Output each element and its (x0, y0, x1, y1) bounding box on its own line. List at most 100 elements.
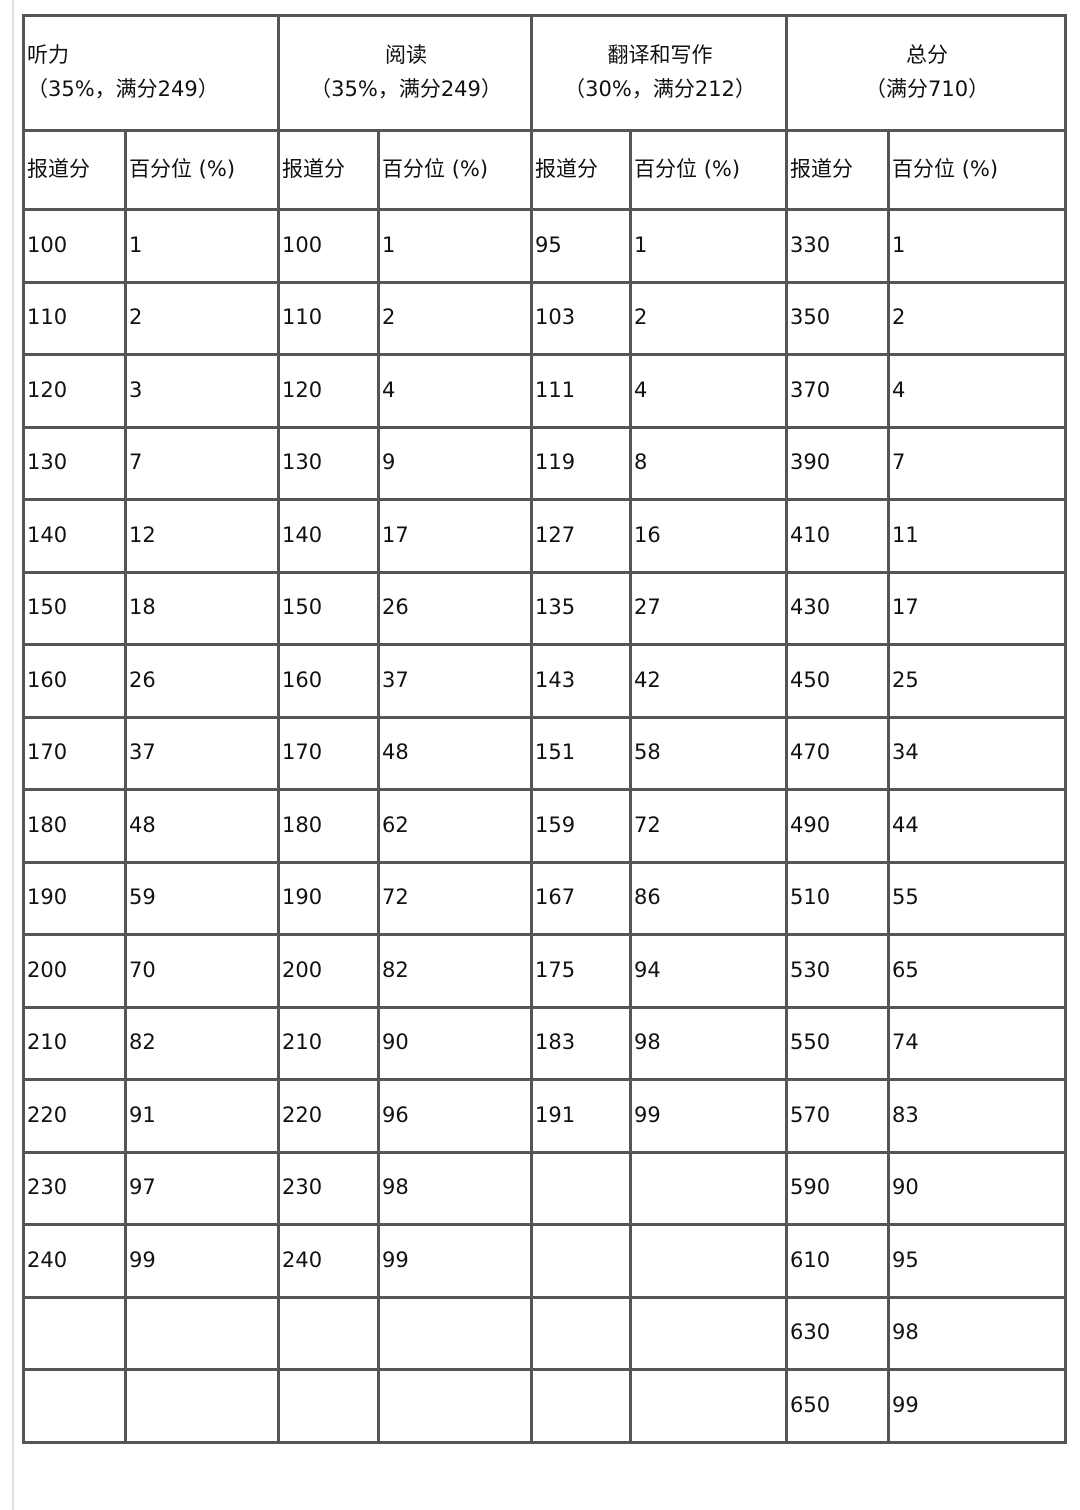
translation-writing-score-cell (530, 1368, 633, 1444)
section-subtitle: （满分710） (865, 77, 990, 101)
listening-score-cell: 130 (22, 425, 127, 501)
total-score-cell: 630 (785, 1295, 891, 1371)
translation-writing-score-cell: 167 (530, 860, 633, 936)
total-score-cell: 470 (785, 715, 891, 791)
translation-writing-percentile-cell: 2 (629, 280, 789, 356)
reading-score-cell (277, 1368, 381, 1444)
translation-writing-score-cell: 191 (530, 1078, 633, 1154)
page-edge-line (12, 0, 14, 1510)
total-percentile-cell: 25 (887, 643, 1068, 719)
reading-percentile-cell: 99 (377, 1223, 534, 1299)
reading-percentile-cell: 26 (377, 570, 534, 646)
section-header-row: 听力 （35%，满分249） 阅读 （35%，满分249） 翻译和写作 （30%，满分21… (21, 14, 1068, 132)
translation-writing-score-cell: 151 (530, 715, 633, 791)
translation-writing-score-cell: 175 (530, 933, 633, 1009)
table-row: 220 91 220 96 191 99 570 83 (22, 1078, 1068, 1154)
reading-score-cell: 140 (277, 498, 381, 574)
listening-percentile-cell: 48 (123, 788, 281, 864)
reading-percentile-cell: 1 (377, 208, 534, 284)
total-score-cell: 410 (785, 498, 891, 574)
percentile-header: 百分位 (%) (377, 129, 534, 211)
total-percentile-cell: 7 (887, 425, 1068, 501)
listening-percentile-cell: 91 (123, 1078, 281, 1154)
listening-score-cell: 190 (22, 860, 127, 936)
table-row: 240 99 240 99 610 95 (22, 1223, 1068, 1299)
listening-percentile-cell: 82 (123, 1005, 281, 1081)
reading-score-cell: 210 (277, 1005, 381, 1081)
total-score-cell: 370 (785, 353, 891, 429)
table-row: 100 1 100 1 95 1 330 1 (22, 208, 1068, 284)
reading-percentile-cell: 62 (377, 788, 534, 864)
listening-percentile-cell (123, 1368, 281, 1444)
translation-writing-percentile-cell: 72 (629, 788, 789, 864)
listening-score-cell: 120 (22, 353, 127, 429)
listening-score-cell: 200 (22, 933, 127, 1009)
listening-score-cell: 140 (22, 498, 127, 574)
total-score-cell: 570 (785, 1078, 891, 1154)
table-row: 160 26 160 37 143 42 450 25 (22, 643, 1068, 719)
reading-percentile-cell: 98 (377, 1150, 534, 1226)
reading-percentile-cell: 96 (377, 1078, 534, 1154)
translation-writing-score-cell: 159 (530, 788, 633, 864)
translation-writing-percentile-cell: 86 (629, 860, 789, 936)
reading-percentile-cell (377, 1368, 534, 1444)
listening-score-cell: 150 (22, 570, 127, 646)
table-row: 190 59 190 72 167 86 510 55 (22, 860, 1068, 936)
total-percentile-cell: 98 (887, 1295, 1068, 1371)
section-title: 翻译和写作 (607, 43, 713, 68)
reading-score-cell: 120 (277, 353, 381, 429)
translation-writing-percentile-cell: 8 (629, 425, 789, 501)
reading-score-cell: 200 (277, 933, 381, 1009)
reading-percentile-cell: 9 (377, 425, 534, 501)
reported-score-header: 报道分 (785, 129, 891, 211)
total-score-cell: 590 (785, 1150, 891, 1226)
section-header-translation-writing: 翻译和写作 （30%，满分212） (530, 14, 789, 132)
listening-score-cell: 240 (22, 1223, 127, 1299)
table-row: 210 82 210 90 183 98 550 74 (22, 1005, 1068, 1081)
listening-score-cell (22, 1295, 127, 1371)
section-header-reading: 阅读 （35%，满分249） (277, 14, 534, 132)
listening-percentile-cell: 1 (123, 208, 281, 284)
translation-writing-score-cell (530, 1223, 633, 1299)
total-percentile-cell: 55 (887, 860, 1068, 936)
translation-writing-percentile-cell (629, 1295, 789, 1371)
translation-writing-score-cell: 95 (530, 208, 633, 284)
reading-score-cell (277, 1295, 381, 1371)
table-row: 120 3 120 4 111 4 370 4 (22, 353, 1068, 429)
table-row: 170 37 170 48 151 58 470 34 (22, 715, 1068, 791)
translation-writing-percentile-cell (629, 1223, 789, 1299)
total-score-cell: 450 (785, 643, 891, 719)
translation-writing-score-cell (530, 1295, 633, 1371)
listening-percentile-cell: 26 (123, 643, 281, 719)
listening-score-cell: 220 (22, 1078, 127, 1154)
reading-score-cell: 130 (277, 425, 381, 501)
translation-writing-score-cell: 119 (530, 425, 633, 501)
total-score-cell: 650 (785, 1368, 891, 1444)
total-score-cell: 350 (785, 280, 891, 356)
translation-writing-percentile-cell: 16 (629, 498, 789, 574)
listening-percentile-cell: 7 (123, 425, 281, 501)
table-row: 140 12 140 17 127 16 410 11 (22, 498, 1068, 574)
listening-percentile-cell: 2 (123, 280, 281, 356)
reading-score-cell: 170 (277, 715, 381, 791)
percentile-header: 百分位 (%) (629, 129, 789, 211)
reading-score-cell: 100 (277, 208, 381, 284)
translation-writing-percentile-cell: 1 (629, 208, 789, 284)
section-subtitle: （30%，满分212） (564, 77, 756, 101)
listening-percentile-cell: 70 (123, 933, 281, 1009)
table-row: 200 70 200 82 175 94 530 65 (22, 933, 1068, 1009)
reading-score-cell: 150 (277, 570, 381, 646)
total-percentile-cell: 4 (887, 353, 1068, 429)
percentile-header: 百分位 (%) (887, 129, 1068, 211)
listening-score-cell: 170 (22, 715, 127, 791)
translation-writing-percentile-cell: 99 (629, 1078, 789, 1154)
total-percentile-cell: 11 (887, 498, 1068, 574)
total-percentile-cell: 2 (887, 280, 1068, 356)
reading-percentile-cell: 48 (377, 715, 534, 791)
translation-writing-score-cell: 111 (530, 353, 633, 429)
reported-score-header: 报道分 (22, 129, 127, 211)
section-title: 阅读 (385, 43, 428, 68)
translation-writing-score-cell: 103 (530, 280, 633, 356)
translation-writing-percentile-cell (629, 1150, 789, 1226)
listening-score-cell: 230 (22, 1150, 127, 1226)
